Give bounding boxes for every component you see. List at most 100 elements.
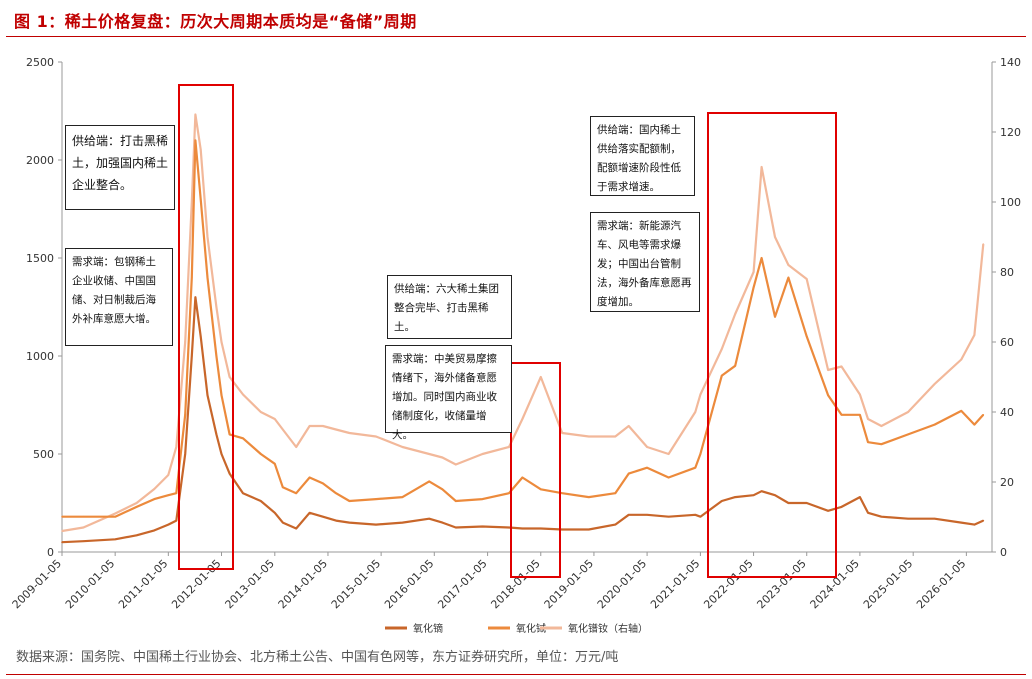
- series-point-1: [540, 488, 542, 491]
- series-point-0: [194, 296, 197, 299]
- series-point-0: [206, 394, 209, 397]
- highlight-2011: [178, 84, 234, 570]
- series-point-2: [274, 418, 276, 420]
- series-point-2: [859, 393, 861, 396]
- y-right-tick-label: 60: [1000, 336, 1014, 349]
- series-point-1: [787, 276, 790, 279]
- x-tick-label: 2020-01-05: [595, 557, 649, 611]
- series-point-1: [561, 492, 563, 495]
- series-point-2: [199, 148, 202, 151]
- chart-title: 图 1：稀土价格复盘：历次大周期本质均是“备储”周期: [14, 12, 417, 31]
- series-point-0: [973, 523, 976, 526]
- series-point-1: [521, 476, 524, 479]
- series-point-2: [82, 526, 85, 529]
- series-point-0: [907, 517, 909, 520]
- series-point-2: [348, 432, 351, 434]
- series-point-1: [508, 492, 510, 495]
- series-point-2: [667, 453, 670, 455]
- series-point-2: [646, 446, 648, 448]
- x-tick-label: 2009-01-05: [10, 557, 64, 611]
- series-point-1: [588, 496, 590, 498]
- highlight-2021: [707, 112, 837, 578]
- series-point-0: [175, 519, 178, 522]
- series-point-0: [428, 517, 431, 520]
- chart-plot: 0 500 1000 1500 2000 2500 0 20 40 60 80 100 120 140 20…: [10, 56, 1021, 635]
- series-point-2: [481, 453, 484, 455]
- series-point-0: [667, 515, 670, 518]
- series-point-0: [455, 526, 457, 529]
- series-point-1: [973, 423, 976, 426]
- series-point-2: [752, 271, 755, 273]
- series-point-1: [481, 498, 484, 500]
- series-point-2: [175, 446, 178, 448]
- series-point-2: [322, 425, 324, 427]
- series-point-1: [335, 492, 337, 495]
- series-point-0: [61, 541, 63, 543]
- series-point-2: [153, 488, 156, 490]
- series-point-2: [335, 428, 337, 431]
- series-point-0: [734, 496, 736, 498]
- series-point-1: [167, 494, 170, 497]
- annotation-2018-demand: 需求端：中美贸易摩擦情绪下，海外储备意愿增加。同时国内商业收储制度化，收储量增大…: [385, 345, 512, 441]
- series-point-0: [274, 512, 276, 514]
- series-point-2: [734, 313, 736, 315]
- y-right-tick-label: 80: [1000, 266, 1014, 279]
- series-point-2: [135, 502, 138, 504]
- series-line-1: [62, 139, 985, 518]
- series-point-0: [614, 523, 617, 526]
- series-point-1: [627, 472, 630, 475]
- legend-label-1: 氧化铽: [516, 622, 546, 635]
- series-point-0: [135, 534, 138, 537]
- series-point-0: [199, 335, 202, 338]
- series-point-2: [982, 243, 985, 245]
- y-right-tick-label: 0: [1000, 546, 1007, 559]
- series-point-1: [614, 492, 617, 495]
- series-point-0: [827, 510, 829, 512]
- series-point-1: [827, 394, 829, 397]
- series-point-2: [787, 264, 790, 266]
- series-point-1: [699, 453, 702, 455]
- series-point-0: [242, 492, 244, 495]
- top-rule: [6, 36, 1026, 37]
- series-point-0: [335, 519, 337, 522]
- series-point-2: [867, 418, 869, 420]
- series-point-1: [348, 500, 351, 502]
- series-point-1: [61, 515, 63, 518]
- y-right-tick-label: 20: [1000, 476, 1014, 489]
- series-point-2: [561, 432, 563, 434]
- series-point-2: [805, 278, 808, 280]
- series-point-1: [840, 414, 843, 416]
- annotation-2021-demand: 需求端：新能源汽车、风电等需求爆发；中国出台管制法，海外备库意愿再度增加。: [590, 212, 700, 312]
- series-point-0: [787, 502, 790, 504]
- series-point-1: [646, 466, 648, 469]
- series-point-0: [859, 496, 861, 498]
- series-point-1: [774, 316, 776, 318]
- series-point-2: [774, 236, 776, 238]
- series-point-1: [220, 394, 223, 397]
- y-left-tick-label: 2000: [26, 154, 54, 167]
- series-point-2: [401, 446, 404, 448]
- series-point-0: [561, 528, 563, 531]
- series-point-2: [760, 166, 763, 168]
- series-point-2: [308, 425, 311, 427]
- series-point-0: [840, 506, 843, 508]
- series-point-0: [867, 512, 869, 514]
- series-point-1: [242, 437, 244, 440]
- bottom-rule: [6, 674, 1026, 675]
- series-point-2: [167, 474, 170, 476]
- annotation-2018-supply: 供给端：六大稀土集团整合完毕、打击黑稀土。: [387, 275, 512, 339]
- series-point-1: [295, 492, 298, 495]
- series-point-2: [521, 418, 524, 420]
- series-point-0: [441, 521, 444, 524]
- series-point-0: [220, 453, 223, 455]
- annotation-2021-supply: 供给端：国内稀土供给落实配额制，配额增速阶段性低于需求增速。: [590, 116, 695, 196]
- series-point-1: [734, 365, 736, 367]
- series-point-0: [982, 519, 985, 522]
- annotation-2011-demand: 需求端：包钢稀土企业收储、中国国储、对日制裁后海外补库意愿大增。: [65, 248, 173, 346]
- series-point-1: [114, 515, 116, 518]
- series-point-1: [721, 374, 723, 377]
- series-point-1: [960, 410, 963, 412]
- series-point-2: [375, 435, 377, 438]
- series-point-2: [960, 358, 963, 361]
- x-tick-label: 2011-01-05: [116, 557, 170, 611]
